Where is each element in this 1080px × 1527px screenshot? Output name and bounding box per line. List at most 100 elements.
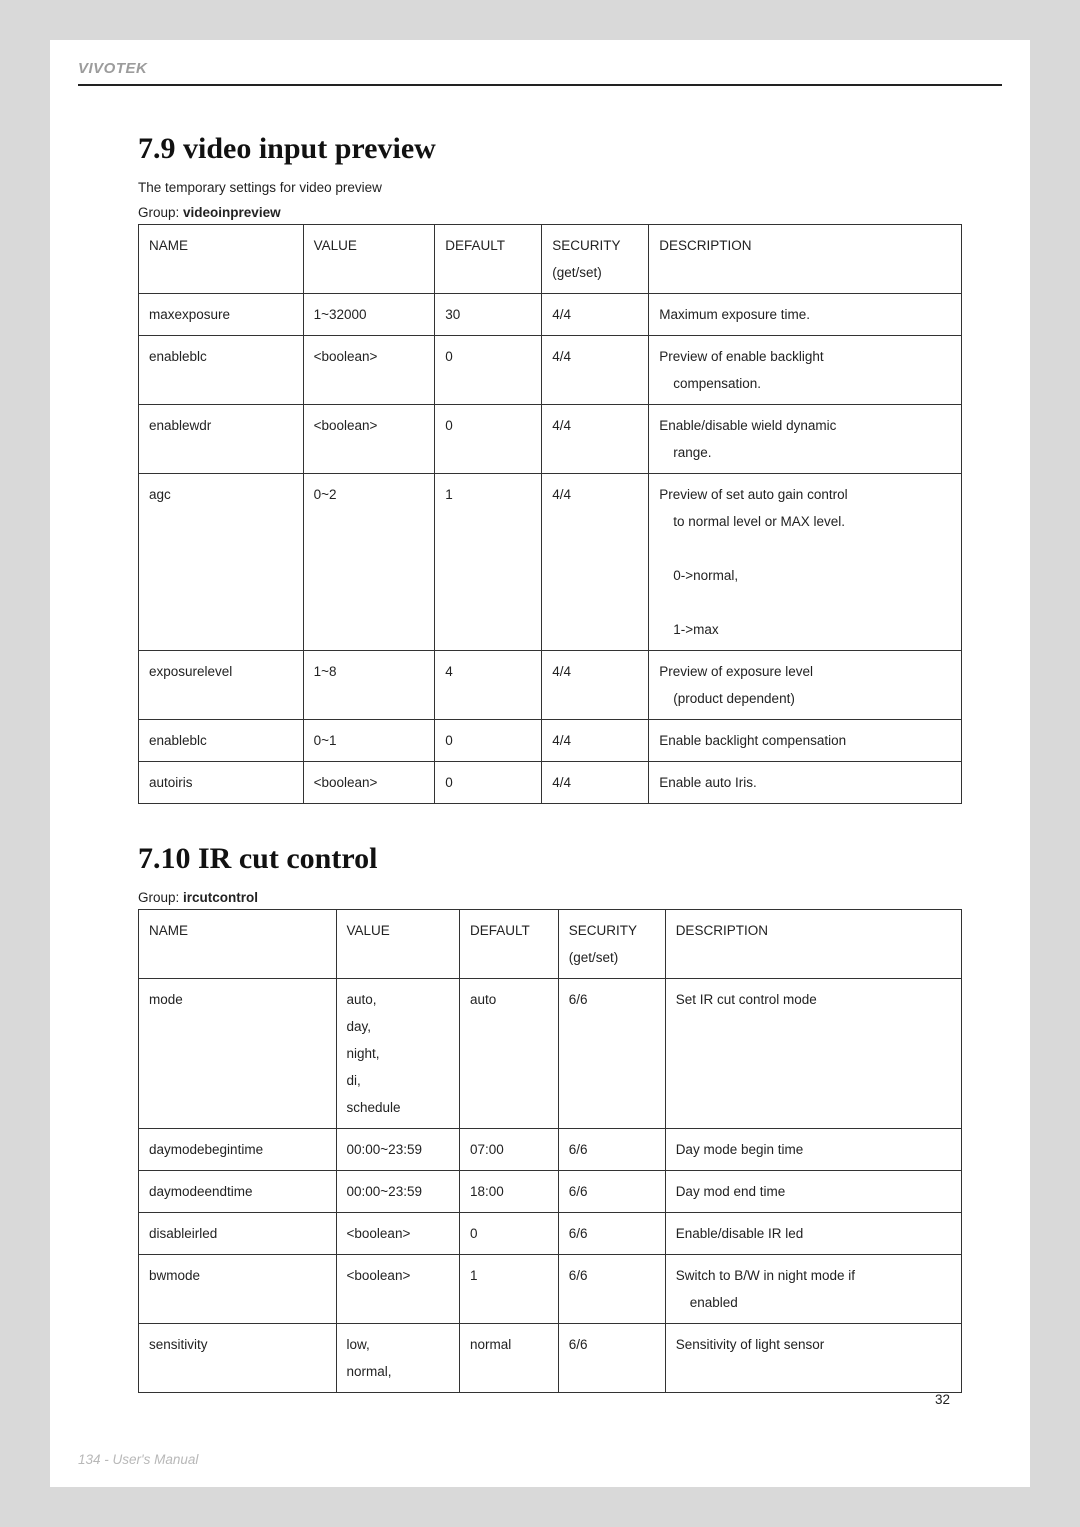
table-row: modeauto,day,night,di,scheduleauto6/6Set… [139, 979, 962, 1129]
table-videoinpreview: NAMEVALUEDEFAULTSECURITY(get/set)DESCRIP… [138, 224, 962, 804]
header-bar: VIVOTEK [78, 40, 1002, 86]
group-name: ircutcontrol [183, 890, 258, 905]
cell-default: 0 [435, 405, 542, 474]
cell-default: 4 [435, 651, 542, 720]
brand-label: VIVOTEK [78, 60, 147, 77]
cell-name: bwmode [139, 1255, 337, 1324]
cell-default: 18:00 [459, 1171, 558, 1213]
page-number-right: 32 [935, 1392, 950, 1407]
cell-name: enableblc [139, 720, 304, 762]
group-label: Group: [138, 890, 179, 905]
cell-name: agc [139, 474, 304, 651]
cell-desc: Preview of enable backlightcompensation. [649, 336, 962, 405]
page: VIVOTEK 7.9 video input preview The temp… [50, 40, 1030, 1487]
column-header: DEFAULT [435, 225, 542, 294]
cell-desc: Maximum exposure time. [649, 294, 962, 336]
footer-left-label: 134 - User's Manual [78, 1452, 198, 1467]
cell-security: 4/4 [542, 336, 649, 405]
table-row: autoiris<boolean>04/4Enable auto Iris. [139, 762, 962, 804]
table-row: sensitivitylow,normal,normal6/6Sensitivi… [139, 1324, 962, 1393]
table-row: bwmode<boolean>16/6Switch to B/W in nigh… [139, 1255, 962, 1324]
cell-desc: Switch to B/W in night mode ifenabled [665, 1255, 961, 1324]
column-header: DESCRIPTION [665, 910, 961, 979]
cell-desc: Set IR cut control mode [665, 979, 961, 1129]
table-row: daymodebegintime00:00~23:5907:006/6Day m… [139, 1129, 962, 1171]
cell-name: daymodeendtime [139, 1171, 337, 1213]
cell-default: 1 [435, 474, 542, 651]
table-row: disableirled<boolean>06/6Enable/disable … [139, 1213, 962, 1255]
column-header: NAME [139, 910, 337, 979]
cell-default: normal [459, 1324, 558, 1393]
cell-value: 0~2 [303, 474, 435, 651]
column-header: DEFAULT [459, 910, 558, 979]
cell-default: 0 [435, 762, 542, 804]
cell-security: 4/4 [542, 651, 649, 720]
table-row: agc0~214/4Preview of set auto gain contr… [139, 474, 962, 651]
cell-name: exposurelevel [139, 651, 304, 720]
cell-name: autoiris [139, 762, 304, 804]
cell-default: auto [459, 979, 558, 1129]
cell-name: mode [139, 979, 337, 1129]
table-header-row: NAMEVALUEDEFAULTSECURITY(get/set)DESCRIP… [139, 225, 962, 294]
cell-value: 00:00~23:59 [336, 1129, 459, 1171]
cell-security: 6/6 [558, 979, 665, 1129]
section-title-7-9: 7.9 video input preview [138, 132, 962, 166]
table-row: exposurelevel1~844/4Preview of exposure … [139, 651, 962, 720]
table-header-row: NAMEVALUEDEFAULTSECURITY(get/set)DESCRIP… [139, 910, 962, 979]
cell-desc: Preview of exposure level(product depend… [649, 651, 962, 720]
table-row: enableblc<boolean>04/4Preview of enable … [139, 336, 962, 405]
cell-default: 07:00 [459, 1129, 558, 1171]
cell-name: enableblc [139, 336, 304, 405]
cell-default: 0 [459, 1213, 558, 1255]
cell-name: sensitivity [139, 1324, 337, 1393]
column-header: SECURITY(get/set) [542, 225, 649, 294]
cell-desc: Day mod end time [665, 1171, 961, 1213]
cell-value: low,normal, [336, 1324, 459, 1393]
column-header: NAME [139, 225, 304, 294]
cell-name: enablewdr [139, 405, 304, 474]
cell-desc: Enable auto Iris. [649, 762, 962, 804]
cell-security: 6/6 [558, 1129, 665, 1171]
cell-value: <boolean> [303, 336, 435, 405]
cell-desc: Day mode begin time [665, 1129, 961, 1171]
table-row: maxexposure1~32000304/4Maximum exposure … [139, 294, 962, 336]
cell-security: 4/4 [542, 720, 649, 762]
column-header: DESCRIPTION [649, 225, 962, 294]
cell-desc: Enable/disable wield dynamicrange. [649, 405, 962, 474]
cell-default: 0 [435, 336, 542, 405]
cell-desc: Sensitivity of light sensor [665, 1324, 961, 1393]
cell-default: 30 [435, 294, 542, 336]
cell-desc: Enable backlight compensation [649, 720, 962, 762]
cell-default: 1 [459, 1255, 558, 1324]
content-area: 7.9 video input preview The temporary se… [50, 86, 1030, 1393]
cell-name: daymodebegintime [139, 1129, 337, 1171]
cell-value: 1~32000 [303, 294, 435, 336]
table-row: enablewdr<boolean>04/4Enable/disable wie… [139, 405, 962, 474]
cell-security: 6/6 [558, 1324, 665, 1393]
cell-value: <boolean> [336, 1255, 459, 1324]
cell-name: maxexposure [139, 294, 304, 336]
group-label: Group: [138, 205, 179, 220]
group-line-1: Group: videoinpreview [138, 205, 962, 220]
table-row: daymodeendtime00:00~23:5918:006/6Day mod… [139, 1171, 962, 1213]
cell-security: 6/6 [558, 1213, 665, 1255]
cell-value: 0~1 [303, 720, 435, 762]
cell-desc: Preview of set auto gain controlto norma… [649, 474, 962, 651]
cell-desc: Enable/disable IR led [665, 1213, 961, 1255]
cell-security: 4/4 [542, 474, 649, 651]
cell-value: <boolean> [303, 405, 435, 474]
cell-name: disableirled [139, 1213, 337, 1255]
cell-security: 4/4 [542, 405, 649, 474]
cell-security: 4/4 [542, 294, 649, 336]
cell-default: 0 [435, 720, 542, 762]
column-header: SECURITY(get/set) [558, 910, 665, 979]
column-header: VALUE [336, 910, 459, 979]
cell-value: <boolean> [303, 762, 435, 804]
cell-value: auto,day,night,di,schedule [336, 979, 459, 1129]
cell-value: 1~8 [303, 651, 435, 720]
cell-security: 6/6 [558, 1171, 665, 1213]
table-ircutcontrol: NAMEVALUEDEFAULTSECURITY(get/set)DESCRIP… [138, 909, 962, 1393]
section-title-7-10: 7.10 IR cut control [138, 842, 962, 876]
cell-value: <boolean> [336, 1213, 459, 1255]
group-name: videoinpreview [183, 205, 281, 220]
